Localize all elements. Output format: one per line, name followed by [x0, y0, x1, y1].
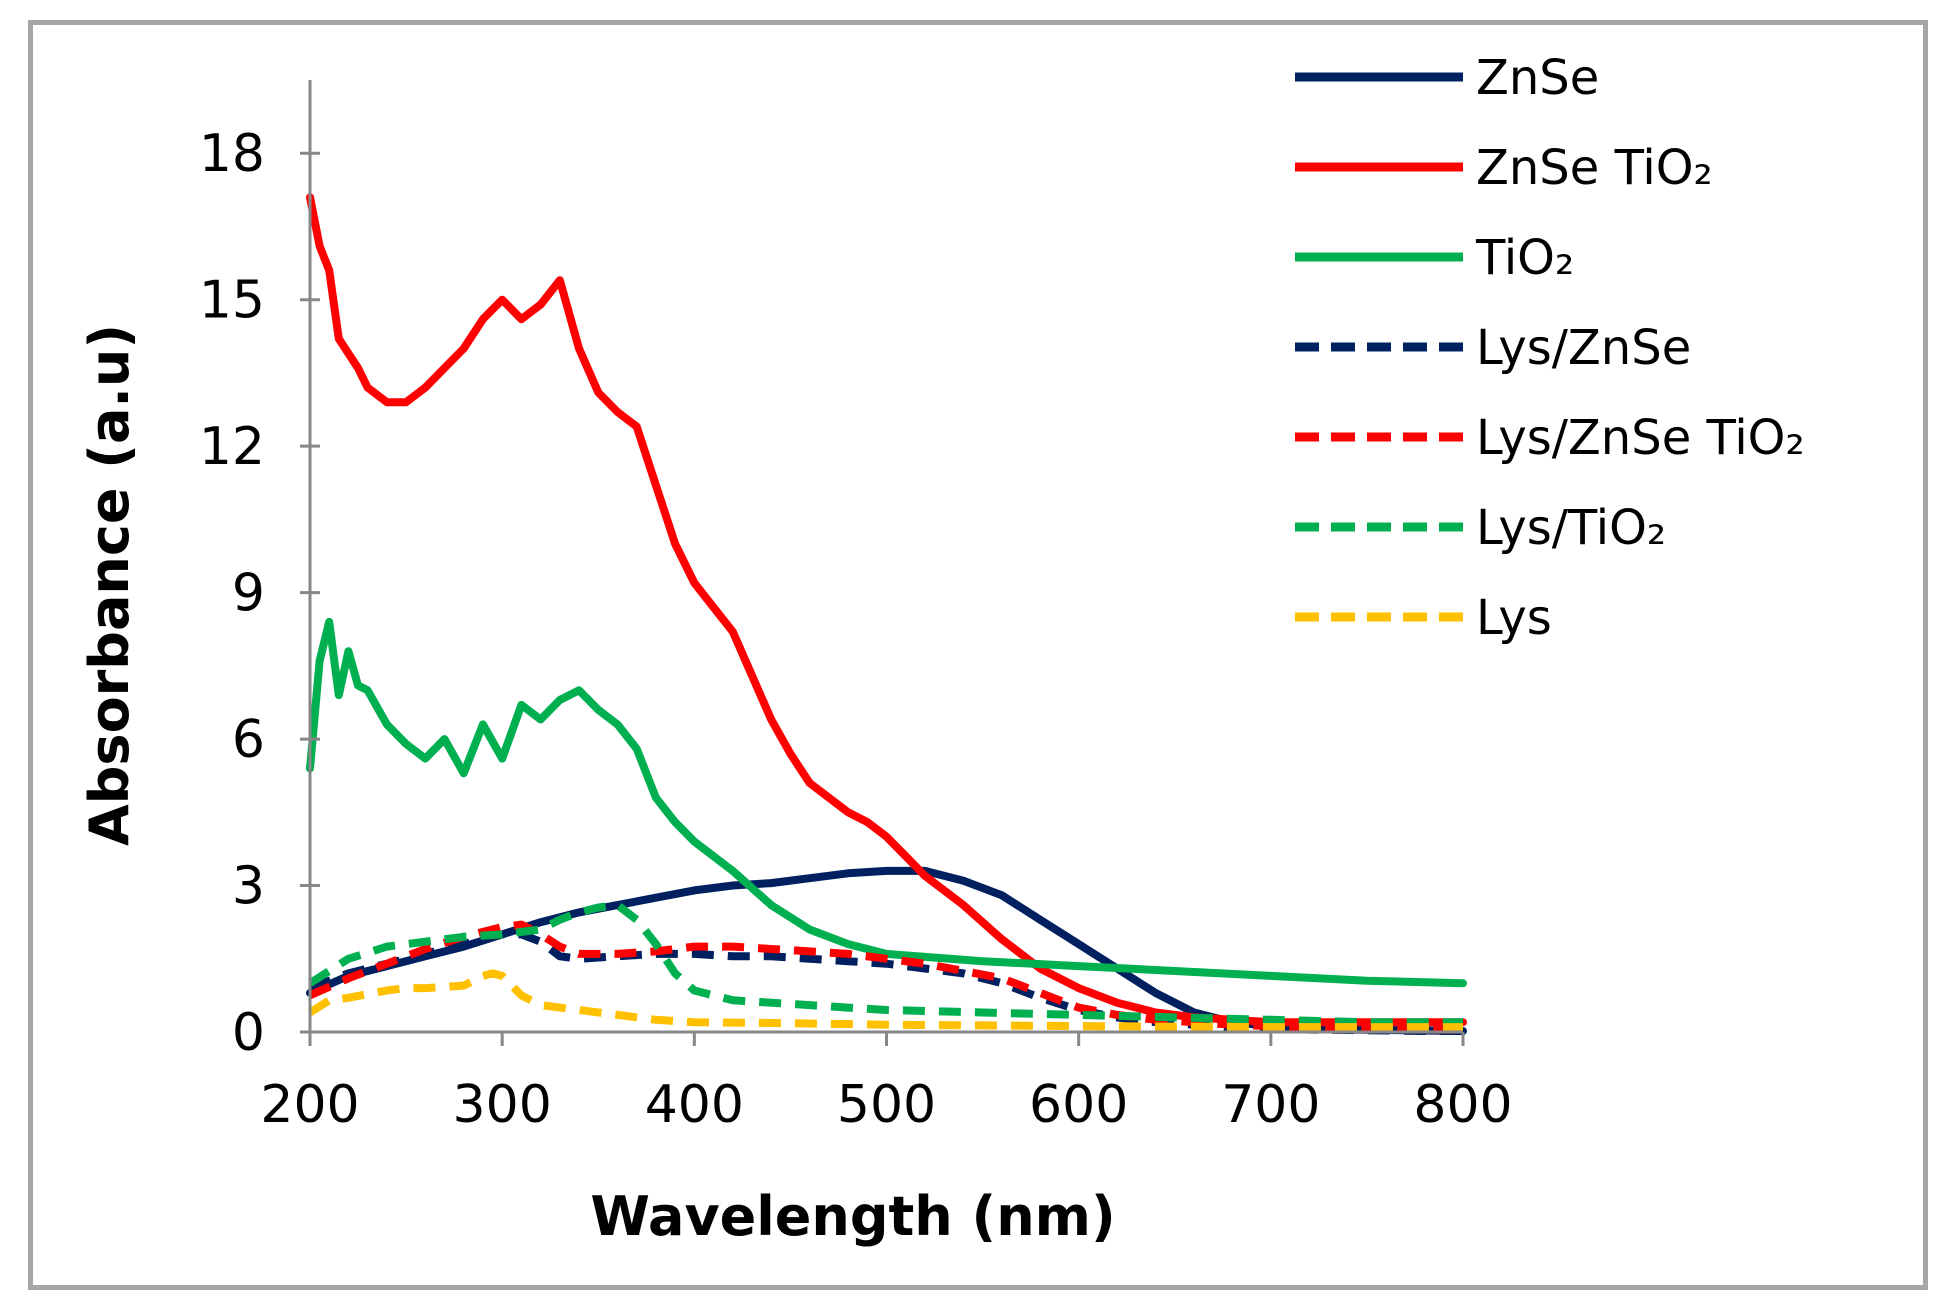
y-tick-label: 6 — [232, 710, 265, 770]
series-line-lys-tio2 — [307, 901, 1463, 1027]
x-tick-label: 200 — [260, 1075, 359, 1135]
y-axis-title: Absorbance (a.u) — [78, 324, 141, 846]
series-line-lys-znse-tio2 — [308, 920, 1463, 1034]
x-axis-title: Wavelength (nm) — [590, 1185, 1115, 1248]
y-tick-label: 3 — [232, 857, 265, 917]
y-tick-label: 0 — [232, 1003, 265, 1063]
legend: ZnSe ZnSe TiO₂ TiO₂ Lys/ZnSe Lys/ZnSe TiO₂ Ly… — [1295, 50, 1805, 646]
legend-label-lys-tio2: Lys/TiO₂ — [1476, 500, 1666, 556]
axes-layer — [308, 80, 1463, 1034]
series-line-lys-znse — [308, 930, 1463, 1035]
x-tick-label: 800 — [1413, 1075, 1512, 1135]
legend-label-lys-znse: Lys/ZnSe — [1476, 320, 1691, 376]
legend-label-znse: ZnSe — [1476, 50, 1599, 106]
y-tick-label: 12 — [199, 417, 265, 477]
y-tick-label: 15 — [199, 271, 265, 331]
legend-label-lys-znse-tio2: Lys/ZnSe TiO₂ — [1476, 410, 1805, 466]
x-tick-label: 700 — [1221, 1075, 1320, 1135]
legend-label-lys: Lys — [1476, 590, 1552, 646]
x-tick-label: 600 — [1029, 1075, 1128, 1135]
absorbance-chart: 0 3 6 9 12 15 18 200 300 400 500 600 700 800 Waveleng… — [78, 50, 1805, 1248]
x-tick-label: 500 — [837, 1075, 936, 1135]
chart-frame: 0 3 6 9 12 15 18 200 300 400 500 600 700 800 Waveleng… — [28, 20, 1928, 1290]
tick-layer: 0 3 6 9 12 15 18 200 300 400 500 600 700 800 — [199, 124, 1513, 1135]
series-layer — [306, 193, 1467, 1035]
series-line-znse-tio2 — [306, 193, 1467, 1027]
x-tick-label: 400 — [645, 1075, 744, 1135]
x-tick-label: 300 — [453, 1075, 552, 1135]
legend-label-znse-tio2: ZnSe TiO₂ — [1476, 140, 1713, 196]
series-line-lys — [307, 969, 1463, 1032]
legend-label-tio2: TiO₂ — [1475, 230, 1574, 286]
series-line-tio2 — [306, 617, 1467, 988]
y-tick-label: 9 — [232, 564, 265, 624]
y-tick-label: 18 — [199, 124, 265, 184]
